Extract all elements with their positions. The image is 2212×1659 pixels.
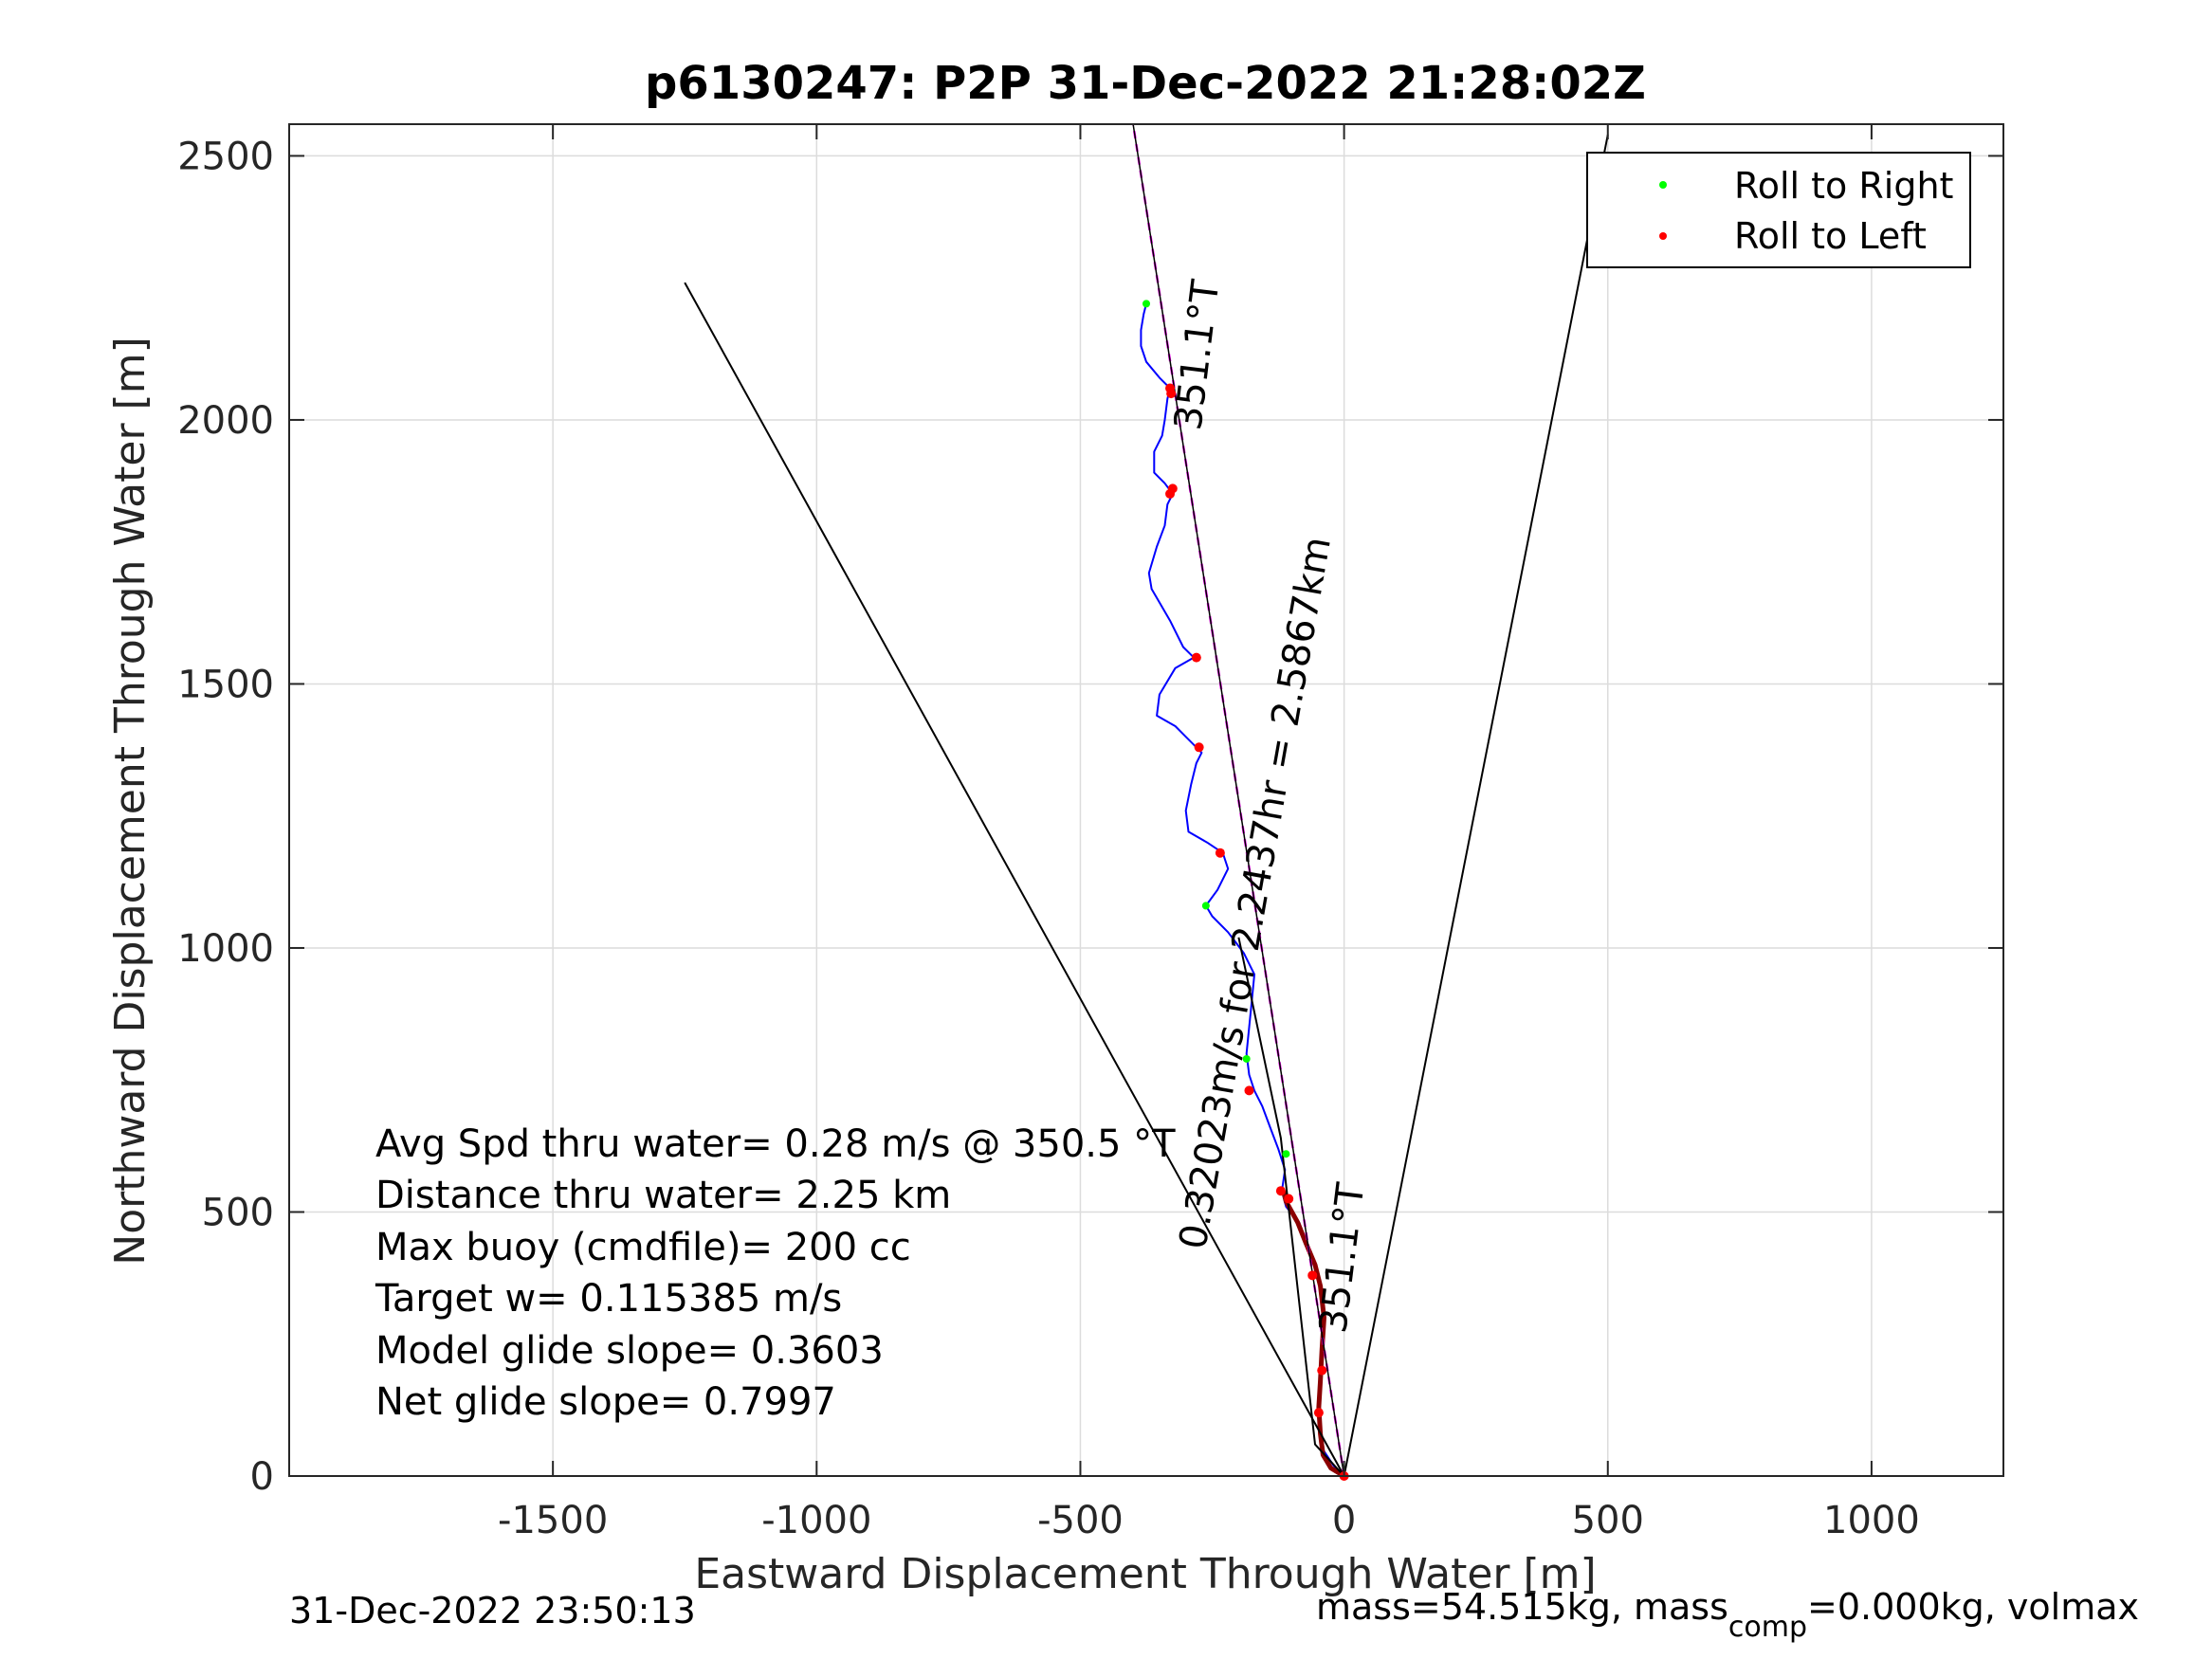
roll-left-point (1244, 1085, 1254, 1096)
y-tick-label: 500 (202, 1191, 274, 1234)
roll-left-point (1166, 389, 1177, 399)
roll-left-point (1165, 488, 1176, 499)
stat-max-buoy: Max buoy (cmdfile)= 200 cc (375, 1226, 911, 1269)
roll-right-point (1143, 300, 1150, 308)
x-tick-label: 0 (1332, 1499, 1356, 1542)
grid (289, 124, 2003, 1477)
roll-left-point (1194, 742, 1204, 753)
footer-mass: mass=54.515kg, masscomp=0.000kg, volmax (1316, 1586, 2139, 1644)
y-tick-label: 1500 (177, 663, 274, 706)
y-axis-label: Northward Displacement Through Water [m] (106, 337, 155, 1265)
series-cone-left (684, 282, 1345, 1477)
series-bearing-line-1 (1132, 123, 1345, 1477)
roll-left-point (1191, 652, 1201, 663)
stat-model-glide: Model glide slope= 0.3603 (375, 1329, 884, 1373)
plot-frame (288, 123, 2004, 1477)
x-tick-label: -500 (1037, 1499, 1124, 1542)
roll-left-point (1317, 1365, 1327, 1376)
series-glide-short (1237, 937, 1345, 1477)
series-cone-right (1343, 134, 1609, 1477)
stat-distance: Distance thru water= 2.25 km (375, 1174, 951, 1217)
roll-right-point (1242, 1054, 1251, 1063)
y-tick-label: 2000 (177, 399, 274, 443)
footer-mass-sub: comp (1728, 1611, 1807, 1644)
legend-roll-right-label: Roll to Right (1734, 165, 1953, 207)
roll-left-point (1215, 848, 1225, 858)
x-tick-label: -1500 (498, 1499, 608, 1542)
legend: Roll to Right Roll to Left (1586, 152, 1971, 268)
x-axis-label: Eastward Displacement Through Water [m] (694, 1550, 1596, 1598)
roll-right-point (1282, 1150, 1290, 1158)
chart-title: p6130247: P2P 31-Dec-2022 21:28:02Z (645, 57, 1646, 110)
footer-mass-prefix: mass=54.515kg, mass (1316, 1586, 1728, 1628)
roll-right-point (1201, 902, 1210, 910)
stat-target-w: Target w= 0.115385 m/s (375, 1277, 842, 1321)
roll-left-point (1313, 1408, 1324, 1418)
ticks: -1500 -1000 -500 0 500 1000 0 500 1000 1500 2000 25… (177, 124, 2003, 1542)
legend-roll-left-label: Roll to Left (1734, 215, 1927, 257)
y-tick-label: 1000 (177, 927, 274, 971)
stat-avg-speed: Avg Spd thru water= 0.28 m/s @ 350.5 °T (375, 1122, 1176, 1166)
legend-roll-right-marker (1659, 181, 1667, 189)
data-layer (684, 123, 1609, 1481)
roll-left-point (1275, 1186, 1286, 1196)
y-tick-label: 2500 (177, 135, 274, 178)
x-tick-label: 500 (1572, 1499, 1644, 1542)
legend-box (1586, 152, 1971, 268)
stat-net-glide: Net glide slope= 0.7997 (375, 1380, 836, 1424)
y-tick-label: 0 (250, 1455, 274, 1499)
roll-left-point (1284, 1194, 1294, 1204)
roll-left-point (1307, 1270, 1318, 1281)
stats-block: Avg Spd thru water= 0.28 m/s @ 350.5 °T … (375, 1122, 1176, 1424)
x-tick-label: -1000 (761, 1499, 871, 1542)
legend-roll-left-marker (1659, 232, 1667, 240)
x-tick-label: 1000 (1823, 1499, 1920, 1542)
footer-mass-suffix: =0.000kg, volmax (1807, 1586, 2139, 1628)
footer-timestamp: 31-Dec-2022 23:50:13 (289, 1590, 696, 1632)
